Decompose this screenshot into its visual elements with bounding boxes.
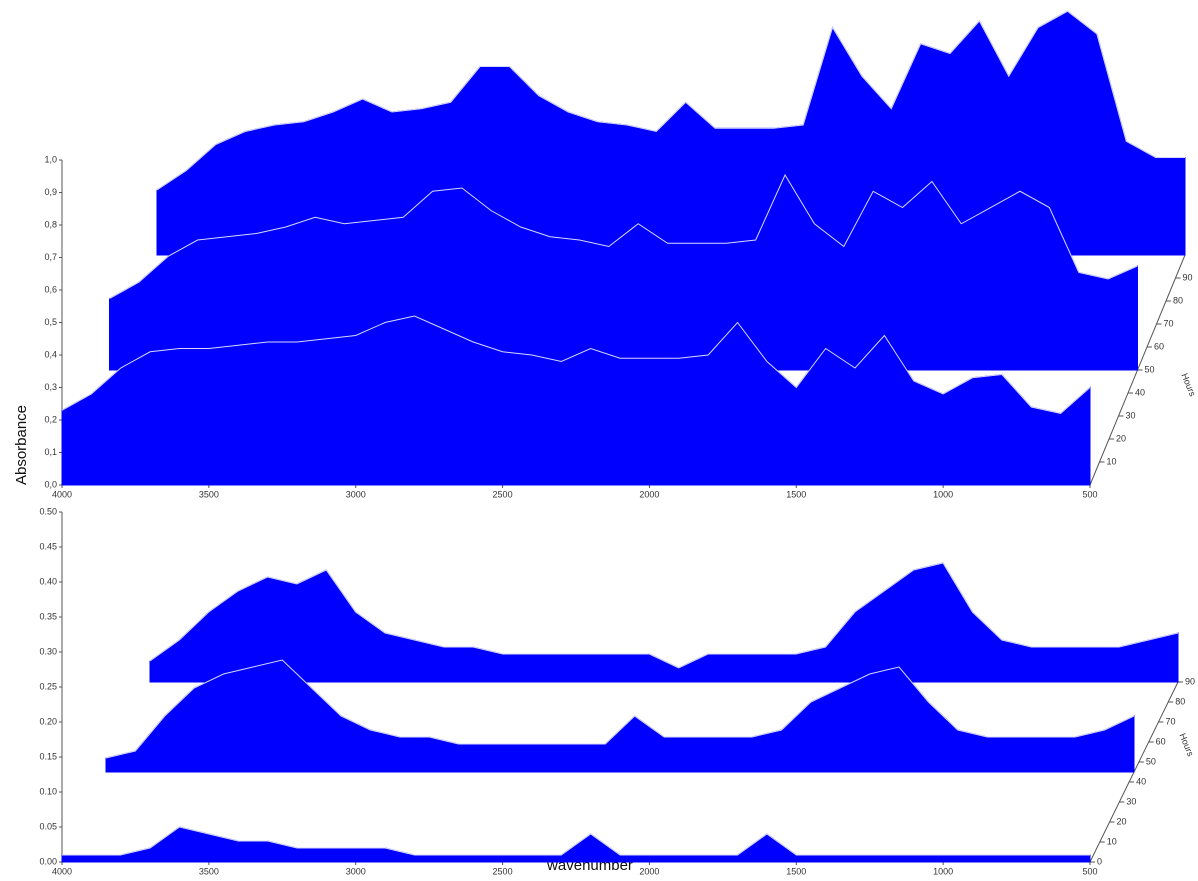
z-tick-label: 60	[1156, 736, 1166, 746]
y-tick-label: 0,5	[44, 317, 57, 327]
spectrum-line	[61, 315, 1091, 415]
x-tick-label: 3000	[346, 489, 366, 499]
x-tick-label: 2000	[639, 489, 659, 499]
y-axis-label: Absorbance	[13, 405, 30, 485]
x-tick-label: 1500	[786, 489, 806, 499]
z-tick-label: 80	[1175, 696, 1185, 706]
y-tick-label: 0,1	[44, 447, 57, 457]
z-tick-label: 90	[1183, 272, 1193, 282]
x-tick-label: 2000	[639, 866, 659, 876]
x-tick-label: 500	[1082, 489, 1097, 499]
y-tick-label: 0.40	[39, 576, 57, 586]
spectrum-line	[156, 10, 1185, 191]
z-tick-label: 20	[1116, 433, 1126, 443]
spectrum-line	[109, 173, 1138, 299]
z-tick-label: 10	[1107, 836, 1117, 846]
spectrum-line	[62, 826, 1090, 856]
y-tick-label: 0.20	[39, 716, 57, 726]
x-tick-label: 3000	[346, 866, 366, 876]
y-tick-label: 0.10	[39, 786, 57, 796]
spectrum-line	[149, 562, 1179, 669]
spectrum-line	[105, 659, 1135, 759]
z-tick-label: 10	[1107, 456, 1117, 466]
y-tick-label: 0,6	[44, 284, 57, 294]
x-tick-label: 4000	[52, 866, 72, 876]
y-tick-label: 0.45	[39, 541, 57, 551]
y-tick-label: 0,3	[44, 382, 57, 392]
z-tick-label: 30	[1126, 796, 1136, 806]
z-axis-label: Hours	[1179, 372, 1197, 398]
x-tick-label: 1000	[933, 866, 953, 876]
y-tick-label: 0.15	[39, 751, 57, 761]
z-tick-label: 90	[1185, 676, 1195, 686]
y-tick-label: 1,0	[44, 154, 57, 164]
z-tick-label: 60	[1154, 341, 1164, 351]
y-tick-label: 0.30	[39, 646, 57, 656]
x-tick-label: 2500	[493, 489, 513, 499]
y-tick-label: 0.05	[39, 821, 57, 831]
z-tick-label: 0	[1097, 856, 1102, 866]
x-tick-label: 1000	[933, 489, 953, 499]
z-tick-label: 70	[1164, 318, 1174, 328]
y-tick-label: 0,9	[44, 187, 57, 197]
z-tick-label: 20	[1117, 816, 1127, 826]
z-tick-label: 50	[1146, 756, 1156, 766]
z-tick-label: 70	[1165, 716, 1175, 726]
z-axis-label: Hours	[1177, 732, 1195, 758]
x-tick-label: 2500	[493, 866, 513, 876]
y-tick-label: 0,4	[44, 349, 57, 359]
y-tick-label: 0,8	[44, 219, 57, 229]
y-tick-label: 0.50	[39, 506, 57, 516]
z-tick-label: 40	[1136, 776, 1146, 786]
y-tick-label: 0,0	[44, 479, 57, 489]
z-tick-label: 50	[1145, 364, 1155, 374]
x-tick-label: 3500	[199, 866, 219, 876]
x-tick-label: 4000	[52, 489, 72, 499]
y-tick-label: 0.00	[39, 856, 57, 866]
y-tick-label: 0,7	[44, 252, 57, 262]
y-tick-label: 0,2	[44, 414, 57, 424]
y-tick-label: 0.25	[39, 681, 57, 691]
z-tick-label: 80	[1173, 295, 1183, 305]
x-tick-label: 3500	[199, 489, 219, 499]
y-tick-label: 0.35	[39, 611, 57, 621]
x-tick-label: 500	[1082, 866, 1097, 876]
x-tick-label: 1500	[786, 866, 806, 876]
z-tick-label: 40	[1135, 387, 1145, 397]
z-tick-label: 30	[1126, 410, 1136, 420]
